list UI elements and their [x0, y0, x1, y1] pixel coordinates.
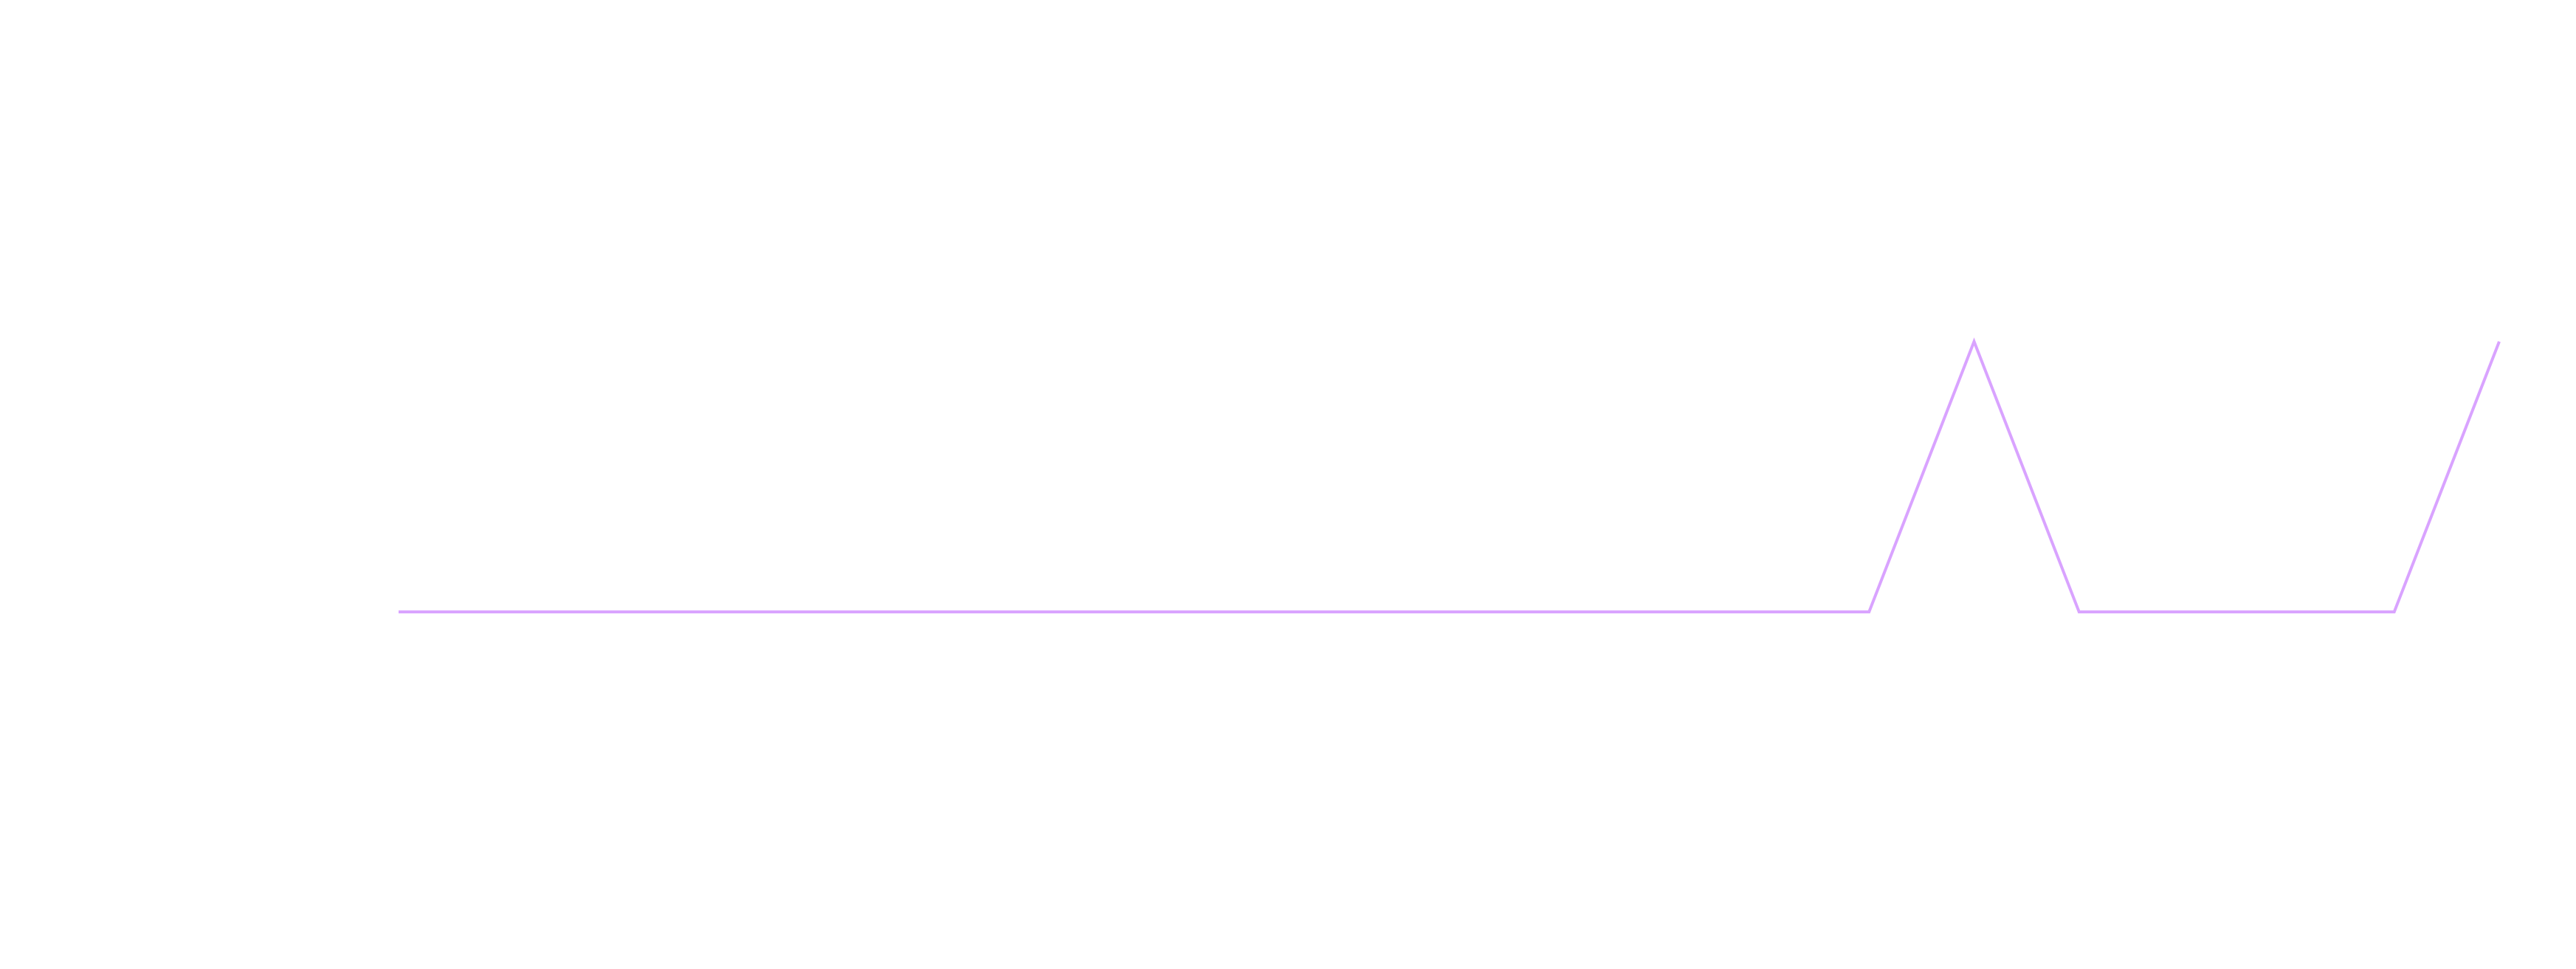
data-point-0-15: [1973, 340, 1976, 343]
data-point-0-16: [2078, 610, 2081, 613]
data-point-0-8: [1237, 610, 1240, 613]
data-point-0-6: [1027, 610, 1030, 613]
data-point-0-2: [607, 610, 610, 613]
data-point-0-17: [2183, 610, 2186, 613]
data-point-0-5: [923, 610, 926, 613]
data-point-0-10: [1447, 610, 1450, 613]
data-point-0-14: [1867, 610, 1870, 613]
data-point-0-0: [397, 610, 400, 613]
data-point-0-13: [1763, 610, 1766, 613]
data-point-0-7: [1132, 610, 1135, 613]
data-point-0-12: [1658, 610, 1661, 613]
data-point-0-9: [1343, 610, 1346, 613]
data-point-0-11: [1552, 610, 1555, 613]
plot-area: [397, 337, 2501, 614]
data-point-0-3: [712, 610, 715, 613]
data-point-0-19: [2393, 610, 2396, 613]
data-point-0-4: [817, 610, 820, 613]
data-point-0-18: [2287, 610, 2290, 613]
data-point-0-20: [2498, 340, 2501, 343]
data-point-0-1: [502, 610, 505, 613]
series-line-0: [399, 337, 2501, 614]
